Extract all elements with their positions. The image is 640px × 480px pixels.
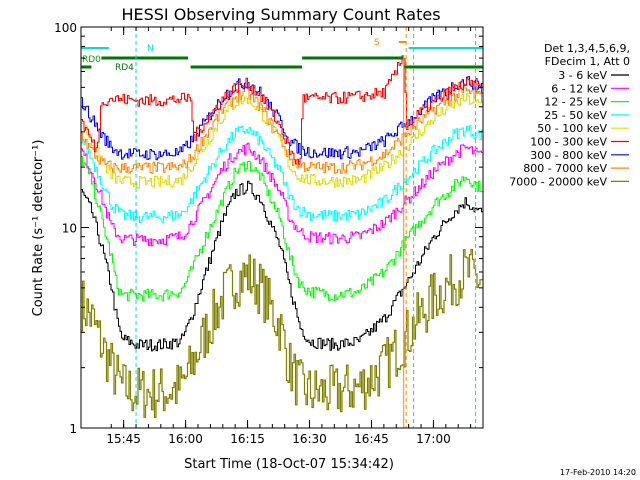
legend-header-line-2: FDecim 1, Att 0 (545, 55, 630, 68)
x-tick-label: 16:45 (354, 432, 389, 446)
legend-label-3-6-kev: 3 - 6 keV (558, 69, 607, 82)
legend-label-100-300-kev: 100 - 300 keV (530, 136, 607, 149)
rd4-flag-label: RD4 (115, 63, 134, 73)
series-line-25-50-kev (81, 125, 483, 223)
x-axis-label: Start Time (18-Oct-07 15:34:42) (184, 457, 394, 472)
x-tick-label: 15:45 (106, 432, 141, 446)
series-line-800-7000-kev (81, 86, 483, 174)
x-tick-label: 17:00 (416, 432, 451, 446)
flag-layer: RD0 RD4 N S (81, 27, 483, 428)
series-7000-20000-kev (81, 248, 483, 419)
series-25-50-kev (81, 125, 483, 223)
y-axis-label: Count Rate (s⁻¹ detector⁻¹) (31, 140, 46, 317)
data-layer (81, 55, 483, 419)
series-line-12-25-kev (81, 156, 483, 302)
y-tick-label: 10 (62, 222, 77, 236)
x-tick-label: 16:00 (168, 432, 203, 446)
series-line-6-12-kev (81, 142, 483, 247)
legend: Det 1,3,4,5,6,9, FDecim 1, Att 0 3 - 6 k… (509, 42, 630, 188)
series-3-6-kev (81, 180, 483, 352)
legend-label-50-100-kev: 50 - 100 keV (537, 122, 607, 135)
series-800-7000-kev (81, 86, 483, 174)
series-line-100-300-kev (81, 55, 483, 165)
legend-header-line-1: Det 1,3,4,5,6,9, (544, 42, 630, 55)
x-tick-label: 16:15 (230, 432, 265, 446)
night-flag-label: N (147, 44, 154, 54)
series-100-300-kev (81, 55, 483, 165)
legend-label-7000-20000-kev: 7000 - 20000 keV (509, 175, 607, 188)
rd0-flag-label: RD0 (82, 55, 101, 65)
x-tick-label: 16:30 (292, 432, 327, 446)
legend-label-300-800-kev: 300 - 800 keV (530, 149, 607, 162)
series-line-3-6-kev (81, 180, 483, 352)
y-tick-label: 100 (54, 21, 77, 35)
legend-label-6-12-kev: 6 - 12 keV (551, 82, 607, 95)
y-tick-label: 1 (69, 422, 77, 436)
series-6-12-kev (81, 142, 483, 247)
chart-title: HESSI Observing Summary Count Rates (121, 5, 440, 24)
legend-label-25-50-kev: 25 - 50 keV (544, 109, 607, 122)
series-12-25-kev (81, 156, 483, 302)
s-flag-label: S (374, 38, 380, 48)
legend-label-800-7000-kev: 800 - 7000 keV (523, 162, 607, 175)
axis-layer: 15:45 16:00 16:15 16:30 16:45 17:00 1 10 100 (54, 21, 483, 446)
legend-label-12-25-kev: 12 - 25 keV (544, 96, 607, 109)
timestamp: 17-Feb-2010 14:20 (560, 468, 636, 477)
series-line-7000-20000-kev (81, 248, 483, 419)
